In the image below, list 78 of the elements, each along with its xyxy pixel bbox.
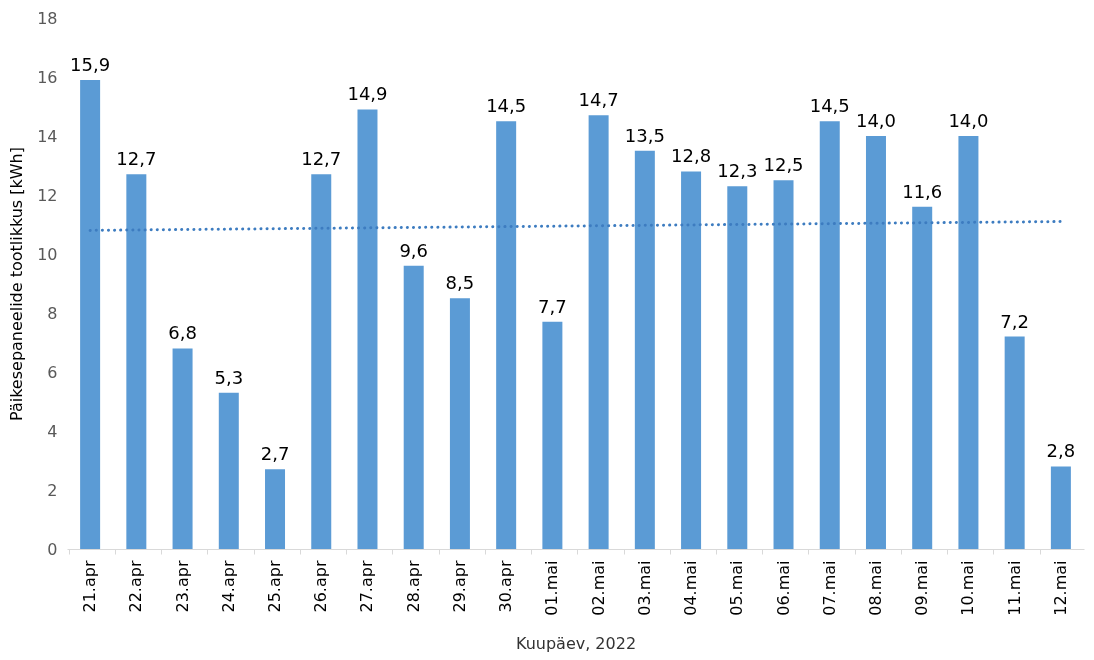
bar <box>1050 466 1071 549</box>
data-label: 12,5 <box>763 154 804 176</box>
bar <box>1004 336 1025 549</box>
x-tick-label: 30.apr <box>496 560 516 613</box>
x-tick-label: 28.apr <box>403 560 423 613</box>
data-label: 9,6 <box>399 239 429 261</box>
data-label: 14,0 <box>855 110 897 131</box>
y-tick-label: 16 <box>37 67 58 87</box>
y-tick-label: 4 <box>47 421 58 441</box>
bar <box>496 121 517 549</box>
data-label: 2,7 <box>260 443 290 465</box>
data-label: 14,7 <box>578 89 619 111</box>
bar <box>773 180 794 549</box>
data-label: 6,8 <box>168 322 197 344</box>
bar <box>912 206 933 549</box>
x-tick-label: 01.mai <box>542 560 562 616</box>
bar <box>265 469 286 549</box>
data-label: 14,0 <box>948 110 989 131</box>
y-tick-label: 14 <box>37 126 58 146</box>
y-tick-label: 6 <box>47 362 58 382</box>
y-tick-label: 8 <box>47 303 58 323</box>
bar <box>357 109 378 549</box>
bar <box>80 79 101 549</box>
data-label: 14,5 <box>486 95 527 117</box>
bar <box>727 186 748 549</box>
x-tick-label: 04.mai <box>681 560 701 616</box>
y-tick-label: 18 <box>37 8 58 28</box>
y-tick-label: 0 <box>47 539 58 559</box>
x-tick-label: 26.apr <box>311 560 331 613</box>
data-label: 7,7 <box>538 295 567 317</box>
x-tick-label: 21.apr <box>80 560 100 613</box>
x-tick-label: 25.apr <box>265 560 285 613</box>
bar <box>542 321 563 549</box>
x-tick-label: 11.mai <box>1004 560 1024 616</box>
x-tick-label: 08.mai <box>865 560 885 616</box>
data-label: 12,3 <box>717 160 758 182</box>
y-tick-label: 2 <box>47 480 58 500</box>
bar <box>403 265 424 549</box>
data-label: 14,5 <box>809 95 850 117</box>
bar <box>865 136 886 549</box>
bar <box>588 115 609 549</box>
data-label: 2,8 <box>1046 440 1076 462</box>
data-label: 11,6 <box>902 180 943 202</box>
data-label: 12,7 <box>301 148 342 170</box>
data-label: 5,3 <box>214 366 244 388</box>
data-label: 12,8 <box>671 145 712 167</box>
bar <box>126 174 147 549</box>
x-axis-title: Kuupäev, 2022 <box>515 633 637 653</box>
data-label: 13,5 <box>624 124 665 146</box>
bar <box>958 136 979 549</box>
x-tick-label: 06.mai <box>773 560 793 616</box>
x-tick-label: 27.apr <box>357 560 377 613</box>
bar <box>681 171 702 549</box>
x-tick-label: 24.apr <box>218 560 238 613</box>
x-tick-label: 10.mai <box>958 560 978 616</box>
data-label: 14,9 <box>347 83 388 105</box>
y-tick-label: 12 <box>37 185 58 205</box>
bar <box>218 392 239 549</box>
x-tick-label: 02.mai <box>588 560 608 616</box>
x-tick-label: 09.mai <box>912 560 932 616</box>
data-label: 15,9 <box>70 53 111 75</box>
x-tick-label: 07.mai <box>819 560 839 616</box>
bar <box>819 121 840 549</box>
bar <box>634 150 655 549</box>
bar <box>311 174 332 549</box>
data-label: 12,7 <box>116 148 157 170</box>
x-tick-label: 23.apr <box>172 560 192 613</box>
x-tick-label: 12.mai <box>1050 560 1070 616</box>
x-tick-label: 03.mai <box>634 560 654 616</box>
x-tick-label: 05.mai <box>727 560 747 616</box>
bar <box>172 348 193 549</box>
y-axis-title: Päikesepaneelide tootlikkus [kWh] <box>7 147 27 421</box>
bar <box>449 298 470 549</box>
y-tick-label: 10 <box>37 244 58 264</box>
data-label: 8,5 <box>445 272 475 294</box>
x-tick-label: 29.apr <box>449 560 469 613</box>
x-tick-label: 22.apr <box>126 560 146 613</box>
data-label: 7,2 <box>1000 310 1029 332</box>
